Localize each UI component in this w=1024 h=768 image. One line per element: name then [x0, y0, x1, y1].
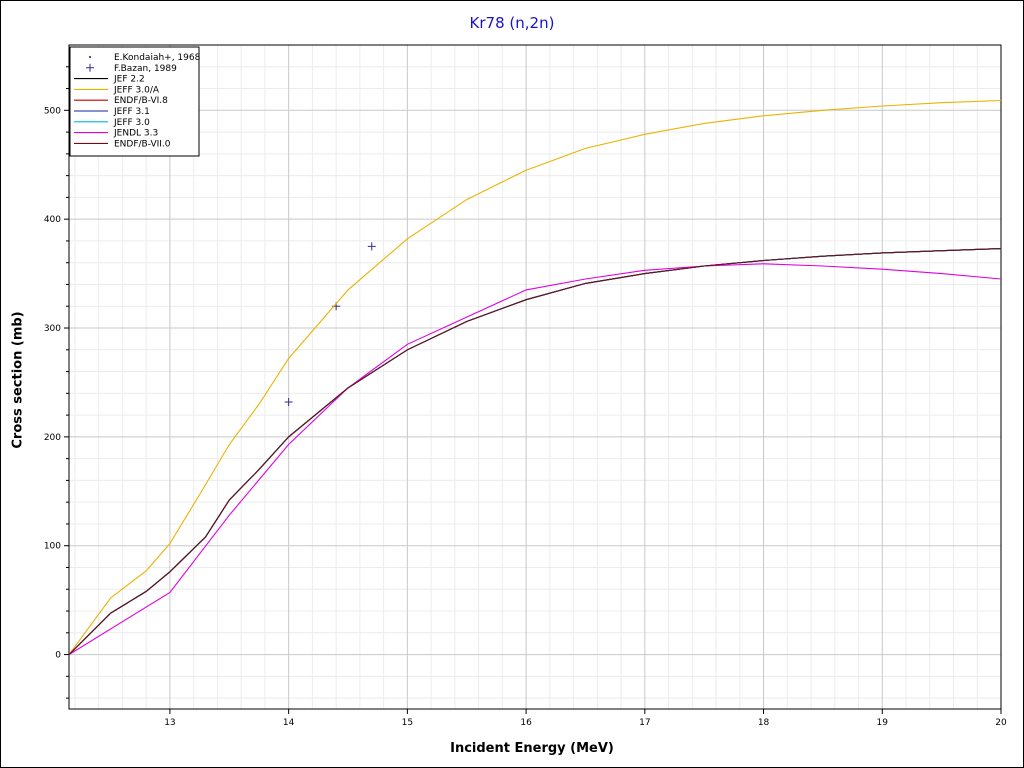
legend-marker-swatch [89, 56, 91, 58]
y-tick-label: 400 [44, 215, 61, 225]
x-tick-label: 19 [877, 718, 889, 728]
data-point [284, 398, 293, 407]
plot-area-border [68, 44, 1002, 710]
legend-label: JEF 2.2 [113, 75, 145, 85]
x-tick-label: 17 [639, 718, 650, 728]
x-tick-label: 15 [402, 718, 413, 728]
legend-label: F.Bazan, 1989 [114, 64, 177, 74]
legend-label: E.Kondaiah+, 1968 [114, 53, 201, 63]
series-line [68, 248, 1002, 655]
legend-label: JEFF 3.1 [113, 107, 150, 117]
series-line [68, 263, 1002, 656]
legend-label: ENDF/B-VII.0 [114, 139, 171, 149]
legend-label: JEFF 3.0/A [113, 85, 160, 95]
x-tick-label: 16 [520, 718, 532, 728]
y-tick-label: 200 [44, 433, 61, 443]
x-tick-label: 14 [283, 718, 295, 728]
y-tick-label: 500 [44, 106, 61, 116]
y-tick-label: 0 [55, 651, 61, 661]
series-line [68, 248, 1002, 655]
y-tick-label: 300 [44, 324, 61, 334]
x-tick-label: 20 [995, 718, 1007, 728]
series-line [68, 248, 1002, 655]
y-axis-label: Cross section (mb) [10, 311, 26, 449]
chart-title: Kr78 (n,2n) [469, 14, 555, 32]
legend-label: JENDL 3.3 [113, 129, 158, 139]
series-line [68, 99, 1002, 655]
x-axis-label: Incident Energy (MeV) [450, 741, 614, 756]
y-tick-label: 100 [44, 542, 61, 552]
legend-box [69, 46, 200, 157]
series-line [68, 248, 1002, 655]
legend-label: JEFF 3.0 [113, 118, 150, 128]
x-tick-label: 18 [758, 718, 770, 728]
data-point [367, 242, 376, 251]
x-tick-label: 13 [164, 718, 175, 728]
legend-marker-swatch [86, 63, 94, 72]
legend-label: ENDF/B-VI.8 [114, 96, 168, 106]
series-line [68, 248, 1002, 655]
